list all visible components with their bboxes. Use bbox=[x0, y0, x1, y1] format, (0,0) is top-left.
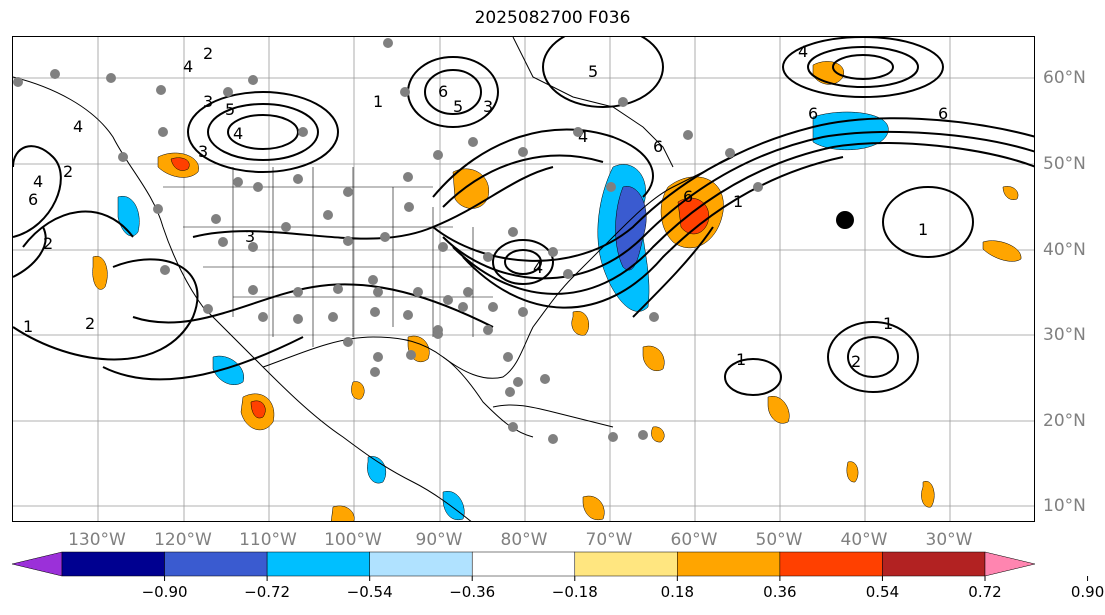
lon-label: 50°W bbox=[756, 530, 803, 550]
lon-label: 30°W bbox=[926, 530, 973, 550]
lon-label: 110°W bbox=[239, 530, 297, 550]
storm-marker bbox=[836, 211, 854, 229]
colorbar-segment bbox=[779, 551, 883, 577]
colorbar-tick-label: −0.18 bbox=[552, 583, 598, 601]
colorbar: −0.90 −0.72 −0.54 −0.36 −0.18 0.18 0.36 0.54 0.7… bbox=[11, 551, 1104, 601]
lon-label: 60°W bbox=[671, 530, 718, 550]
lon-label: 40°W bbox=[841, 530, 888, 550]
contour-label: 3 bbox=[483, 97, 493, 116]
contour-label: 4 bbox=[533, 258, 543, 277]
contour-label: 2 bbox=[203, 44, 213, 63]
colorbar-tick-label: −0.90 bbox=[142, 583, 188, 601]
contour-label: 3 bbox=[203, 92, 213, 111]
lat-label: 50°N bbox=[1043, 154, 1086, 174]
contour-label: 6 bbox=[938, 104, 948, 123]
colorbar-segment bbox=[164, 551, 268, 577]
map-canvas: 2 4 3 5 4 4 1 6 5 3 5 4 2 4 6 4 3 4 6 6 … bbox=[13, 37, 1034, 521]
colorbar-extend-max bbox=[984, 551, 1036, 577]
colorbar-extend-min bbox=[11, 551, 63, 577]
colorbar-segment bbox=[61, 551, 165, 577]
contour-label: 6 bbox=[683, 187, 693, 206]
contour-label: 4 bbox=[33, 172, 43, 191]
lat-label: 60°N bbox=[1043, 68, 1086, 88]
contour-labels: 2 4 3 5 4 4 1 6 5 3 5 4 2 4 6 4 3 4 6 6 … bbox=[23, 42, 948, 371]
contour-label: 1 bbox=[883, 314, 893, 333]
contour-label: 3 bbox=[245, 227, 255, 246]
colorbar-tick-label: 0.54 bbox=[866, 583, 899, 601]
lat-label: 20°N bbox=[1043, 411, 1086, 431]
lat-label: 10°N bbox=[1043, 496, 1086, 516]
colorbar-tick-label: −0.72 bbox=[244, 583, 290, 601]
contour-label: 1 bbox=[23, 317, 33, 336]
contour-label: 2 bbox=[85, 314, 95, 333]
contour-label: 2 bbox=[63, 162, 73, 181]
contour-label: 2 bbox=[851, 352, 861, 371]
contour-label: 5 bbox=[453, 97, 463, 116]
colorbar-segment bbox=[266, 551, 370, 577]
graticule bbox=[13, 37, 1034, 521]
contour-label: 4 bbox=[233, 124, 243, 143]
lon-label: 100°W bbox=[324, 530, 382, 550]
contour-label: 6 bbox=[438, 82, 448, 101]
colorbar-segment bbox=[574, 551, 678, 577]
contour-label: 6 bbox=[28, 190, 38, 209]
colorbar-tick-label: 0.72 bbox=[968, 583, 1001, 601]
contour-label: 4 bbox=[73, 117, 83, 136]
colorbar-tick-label: −0.54 bbox=[347, 583, 393, 601]
contour-label: 1 bbox=[736, 350, 746, 369]
colorbar-tick-label: 0.90 bbox=[1071, 583, 1104, 601]
colorbar-tick-label: 0.36 bbox=[763, 583, 796, 601]
contour-label: 5 bbox=[225, 100, 235, 119]
map-title: 2025082700 F036 bbox=[474, 8, 631, 28]
lat-label: 30°N bbox=[1043, 325, 1086, 345]
contour-label: 1 bbox=[918, 220, 928, 239]
contour-label: 1 bbox=[373, 92, 383, 111]
lon-label: 120°W bbox=[154, 530, 212, 550]
contour-label: 4 bbox=[183, 57, 193, 76]
pressure-contours bbox=[13, 37, 1034, 396]
lon-label: 70°W bbox=[586, 530, 633, 550]
lat-label: 40°N bbox=[1043, 240, 1086, 260]
state-borders bbox=[163, 167, 493, 347]
contour-label: 6 bbox=[653, 137, 663, 156]
colorbar-tick-label: 0.18 bbox=[661, 583, 694, 601]
colorbar-segment bbox=[677, 551, 781, 577]
contour-label: 5 bbox=[588, 62, 598, 81]
observation-points bbox=[13, 38, 763, 444]
contour-label: 1 bbox=[733, 192, 743, 211]
colorbar-tick-label: −0.36 bbox=[449, 583, 495, 601]
colorbar-segment bbox=[471, 551, 576, 577]
lon-label: 80°W bbox=[501, 530, 548, 550]
lon-label: 130°W bbox=[68, 530, 126, 550]
contour-label: 4 bbox=[578, 127, 588, 146]
contour-label: 2 bbox=[43, 234, 53, 253]
colorbar-segment bbox=[882, 551, 986, 577]
anomaly-shading bbox=[92, 61, 1022, 521]
colorbar-segment bbox=[369, 551, 473, 577]
contour-label: 6 bbox=[808, 104, 818, 123]
lon-label: 90°W bbox=[416, 530, 463, 550]
contour-label: 4 bbox=[798, 42, 808, 61]
weather-map: 2 4 3 5 4 4 1 6 5 3 5 4 2 4 6 4 3 4 6 6 … bbox=[12, 36, 1035, 522]
contour-label: 3 bbox=[198, 142, 208, 161]
